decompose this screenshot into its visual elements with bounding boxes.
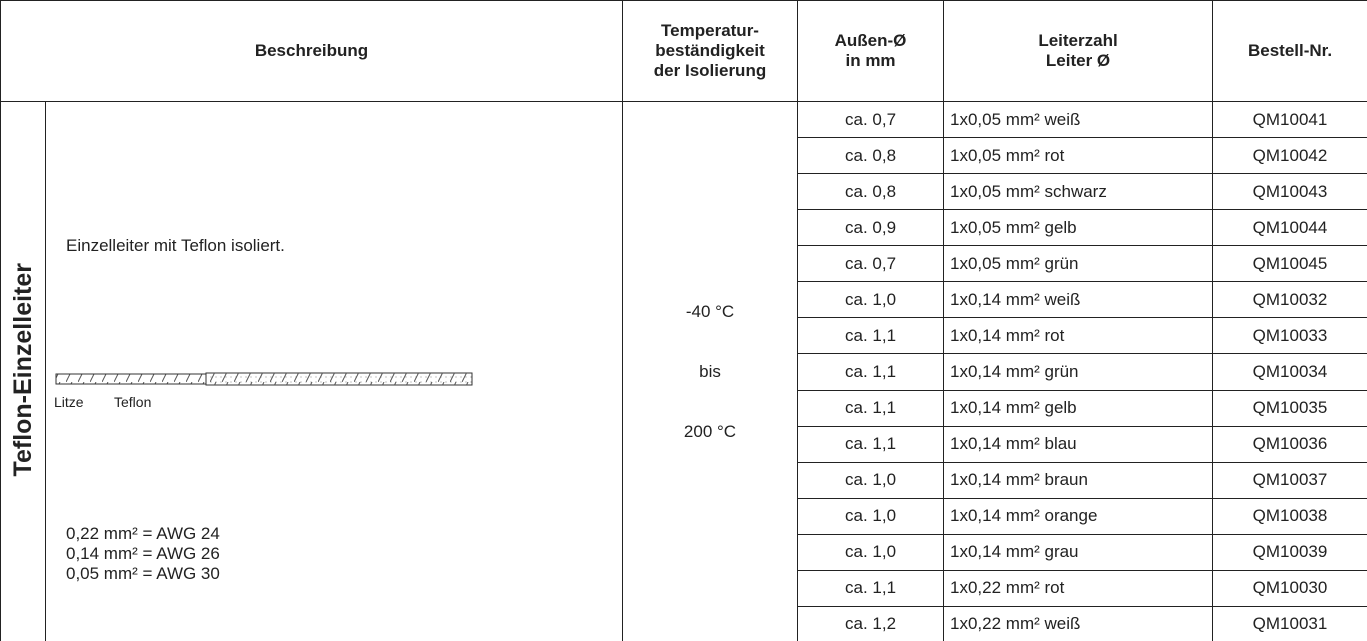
order-number-cell: QM10039 <box>1213 534 1367 570</box>
diameter-cell: ca. 0,8 <box>798 174 944 210</box>
wire-illustration <box>54 370 474 390</box>
order-number-cell: QM10035 <box>1213 390 1367 426</box>
awg-line: 0,05 mm² = AWG 30 <box>66 564 220 584</box>
order-number-cell: QM10045 <box>1213 246 1367 282</box>
conductor-cell: 1x0,05 mm² weiß <box>944 102 1213 138</box>
order-number-cell: QM10038 <box>1213 498 1367 534</box>
conductor-cell: 1x0,14 mm² grau <box>944 534 1213 570</box>
order-number-cell: QM10043 <box>1213 174 1367 210</box>
table-body: Teflon-Einzelleiter Einzelleiter mit Tefl… <box>1 102 1367 641</box>
diameter-cell: ca. 0,7 <box>798 102 944 138</box>
description-cell: Einzelleiter mit Teflon isoliert. Litze Te… <box>46 102 623 641</box>
order-number-cell: QM10032 <box>1213 282 1367 318</box>
diameter-cell: ca. 1,1 <box>798 390 944 426</box>
conductor-cell: 1x0,14 mm² orange <box>944 498 1213 534</box>
header-line: Leiterzahl <box>944 31 1212 51</box>
diameter-cell: ca. 1,0 <box>798 498 944 534</box>
diameter-cell: ca. 1,0 <box>798 282 944 318</box>
page: Beschreibung Temperatur-beständigkeitder… <box>0 0 1367 641</box>
diameter-cell: ca. 0,9 <box>798 210 944 246</box>
temperature-line: bis <box>623 342 797 402</box>
awg-line: 0,22 mm² = AWG 24 <box>66 524 220 544</box>
conductor-cell: 1x0,05 mm² rot <box>944 138 1213 174</box>
side-label-cell: Teflon-Einzelleiter <box>1 102 46 641</box>
order-number-cell: QM10044 <box>1213 210 1367 246</box>
conductor-cell: 1x0,14 mm² blau <box>944 426 1213 462</box>
order-number-cell: QM10034 <box>1213 354 1367 390</box>
diameter-cell: ca. 0,7 <box>798 246 944 282</box>
product-table: Beschreibung Temperatur-beständigkeitder… <box>0 0 1367 641</box>
header-line: der Isolierung <box>623 61 797 81</box>
conductor-cell: 1x0,14 mm² grün <box>944 354 1213 390</box>
diameter-cell: ca. 1,0 <box>798 462 944 498</box>
header-line: in mm <box>798 51 943 71</box>
order-number-cell: QM10037 <box>1213 462 1367 498</box>
description-text: Einzelleiter mit Teflon isoliert. <box>66 236 285 256</box>
diameter-cell: ca. 1,2 <box>798 606 944 641</box>
order-number-cell: QM10042 <box>1213 138 1367 174</box>
order-number-cell: QM10033 <box>1213 318 1367 354</box>
order-number-cell: QM10031 <box>1213 606 1367 641</box>
temperature-line: 200 °C <box>623 402 797 462</box>
diameter-cell: ca. 1,0 <box>798 534 944 570</box>
order-number-cell: QM10041 <box>1213 102 1367 138</box>
side-label: Teflon-Einzelleiter <box>9 263 38 476</box>
header-line: Leiter Ø <box>944 51 1212 71</box>
conductor-cell: 1x0,05 mm² gelb <box>944 210 1213 246</box>
diameter-cell: ca. 0,8 <box>798 138 944 174</box>
conductor-cell: 1x0,05 mm² grün <box>944 246 1213 282</box>
diameter-cell: ca. 1,1 <box>798 426 944 462</box>
conductor-cell: 1x0,14 mm² weiß <box>944 282 1213 318</box>
order-number-cell: QM10030 <box>1213 570 1367 606</box>
wire-label: Litze <box>54 394 84 410</box>
diameter-cell: ca. 1,1 <box>798 318 944 354</box>
conductor-cell: 1x0,14 mm² rot <box>944 318 1213 354</box>
conductor-cell: 1x0,22 mm² weiß <box>944 606 1213 641</box>
temperature-line: -40 °C <box>623 282 797 342</box>
header-cell: Bestell-Nr. <box>1213 1 1367 102</box>
header-line: Temperatur- <box>623 21 797 41</box>
header-line: beständigkeit <box>623 41 797 61</box>
header-line: Außen-Ø <box>798 31 943 51</box>
description-area: Einzelleiter mit Teflon isoliert. Litze Te… <box>46 102 622 641</box>
wire-label: Teflon <box>114 394 151 410</box>
awg-line: 0,14 mm² = AWG 26 <box>66 544 220 564</box>
diameter-cell: ca. 1,1 <box>798 354 944 390</box>
header-cell: Beschreibung <box>1 1 623 102</box>
conductor-cell: 1x0,14 mm² gelb <box>944 390 1213 426</box>
order-number-cell: QM10036 <box>1213 426 1367 462</box>
diameter-cell: ca. 1,1 <box>798 570 944 606</box>
conductor-cell: 1x0,14 mm² braun <box>944 462 1213 498</box>
conductor-cell: 1x0,22 mm² rot <box>944 570 1213 606</box>
conductor-cell: 1x0,05 mm² schwarz <box>944 174 1213 210</box>
